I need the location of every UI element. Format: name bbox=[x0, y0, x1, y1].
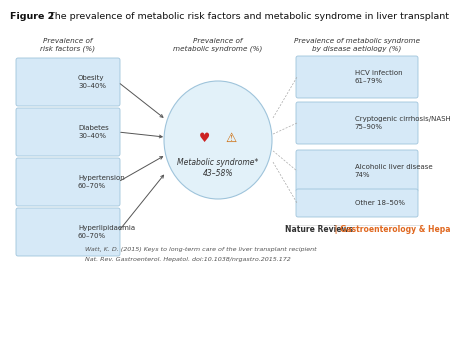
Text: Prevalence of
metabolic syndrome (%): Prevalence of metabolic syndrome (%) bbox=[173, 38, 263, 52]
Text: Prevalence of metabolic syndrome
by disease aetiology (%): Prevalence of metabolic syndrome by dise… bbox=[294, 38, 420, 52]
Text: The prevalence of metabolic risk factors and metabolic syndrome in liver transpl: The prevalence of metabolic risk factors… bbox=[45, 12, 450, 21]
Text: Other 18–50%: Other 18–50% bbox=[355, 200, 405, 206]
FancyBboxPatch shape bbox=[16, 58, 120, 106]
Text: ⚠: ⚠ bbox=[225, 131, 237, 145]
FancyBboxPatch shape bbox=[296, 150, 418, 192]
FancyBboxPatch shape bbox=[16, 208, 120, 256]
Text: | Gastroenterology & Hepatology: | Gastroenterology & Hepatology bbox=[332, 225, 450, 235]
Text: ♥: ♥ bbox=[199, 131, 211, 145]
FancyBboxPatch shape bbox=[296, 56, 418, 98]
Text: Cryptogenic cirrhosis/NASH
75–90%: Cryptogenic cirrhosis/NASH 75–90% bbox=[355, 116, 450, 130]
Text: Hypertension
60–70%: Hypertension 60–70% bbox=[78, 175, 125, 189]
Text: Prevalence of
risk factors (%): Prevalence of risk factors (%) bbox=[40, 38, 95, 52]
Text: Nat. Rev. Gastroenterol. Hepatol. doi:10.1038/nrgastro.2015.172: Nat. Rev. Gastroenterol. Hepatol. doi:10… bbox=[85, 258, 291, 263]
Ellipse shape bbox=[164, 81, 272, 199]
Text: Watt, K. D. (2015) Keys to long-term care of the liver transplant recipient: Watt, K. D. (2015) Keys to long-term car… bbox=[85, 247, 317, 252]
FancyBboxPatch shape bbox=[296, 102, 418, 144]
Text: Obesity
30–40%: Obesity 30–40% bbox=[78, 75, 106, 89]
FancyBboxPatch shape bbox=[16, 158, 120, 206]
Text: Figure 2: Figure 2 bbox=[10, 12, 54, 21]
Text: HCV infection
61–79%: HCV infection 61–79% bbox=[355, 70, 402, 84]
Text: Alcoholic liver disease
74%: Alcoholic liver disease 74% bbox=[355, 164, 432, 178]
FancyBboxPatch shape bbox=[16, 108, 120, 156]
Text: Metabolic syndrome*
43–58%: Metabolic syndrome* 43–58% bbox=[177, 158, 259, 178]
FancyBboxPatch shape bbox=[296, 189, 418, 217]
Text: Nature Reviews: Nature Reviews bbox=[285, 225, 353, 235]
Text: Diabetes
30–40%: Diabetes 30–40% bbox=[78, 125, 109, 139]
Text: Hyperlipidaemia
60–70%: Hyperlipidaemia 60–70% bbox=[78, 225, 135, 239]
